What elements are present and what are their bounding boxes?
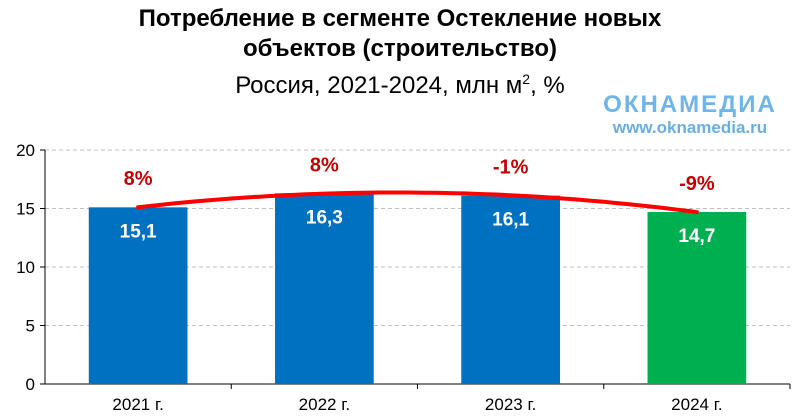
bar	[275, 193, 374, 384]
trend-line	[136, 190, 699, 215]
y-tick-label: 15	[16, 200, 35, 219]
brand-watermark: ОКНАМЕДИА www.oknamedia.ru	[592, 92, 788, 138]
y-tick-labels: 0 5 10 15 20	[16, 141, 35, 394]
chart-title: Потребление в сегменте Остекление новых …	[0, 4, 800, 101]
gridlines	[45, 149, 790, 326]
x-tick-label: 2023 г.	[485, 395, 536, 414]
subtitle-suffix: , %	[530, 72, 565, 99]
x-tick-labels: 2021 г. 2022 г. 2023 г. 2024 г.	[112, 395, 722, 414]
title-line-1: Потребление в сегменте Остекление новых	[138, 5, 662, 32]
bar	[461, 195, 560, 384]
trend-line-group	[136, 190, 699, 215]
value-labels: 15,1 16,3 16,1 14,7	[120, 207, 716, 247]
y-tick-label: 5	[26, 317, 35, 336]
bar	[88, 207, 188, 384]
y-tick-label: 10	[16, 258, 35, 277]
growth-label: -1%	[493, 156, 529, 178]
y-tick-label: 0	[26, 375, 35, 394]
title-line-2: объектов (строительство)	[242, 35, 557, 62]
growth-label: 8%	[310, 155, 339, 177]
growth-labels: 8% 8% -1% -9%	[124, 155, 715, 195]
brand-logo: ОКНАМЕДИА	[603, 91, 777, 118]
brand-url: www.oknamedia.ru	[612, 118, 768, 137]
bar-value-label: 16,3	[306, 207, 343, 228]
x-tick-label: 2022 г.	[299, 395, 350, 414]
bar	[647, 212, 747, 384]
bar-value-label: 16,1	[492, 210, 529, 231]
y-tick-label: 20	[16, 141, 35, 160]
title-line-3: Россия, 2021-2024, млн м2, %	[0, 64, 800, 101]
x-tick-label: 2024 г.	[671, 395, 722, 414]
growth-label: 8%	[124, 168, 153, 190]
bars	[88, 193, 747, 384]
subtitle-text: Россия, 2021-2024, млн м	[235, 72, 523, 99]
bar-value-label: 15,1	[120, 221, 157, 242]
bar-value-label: 14,7	[678, 226, 715, 247]
x-tick-label: 2021 г.	[112, 395, 163, 414]
growth-label: -9%	[679, 173, 715, 195]
unit-superscript: 2	[522, 71, 531, 87]
